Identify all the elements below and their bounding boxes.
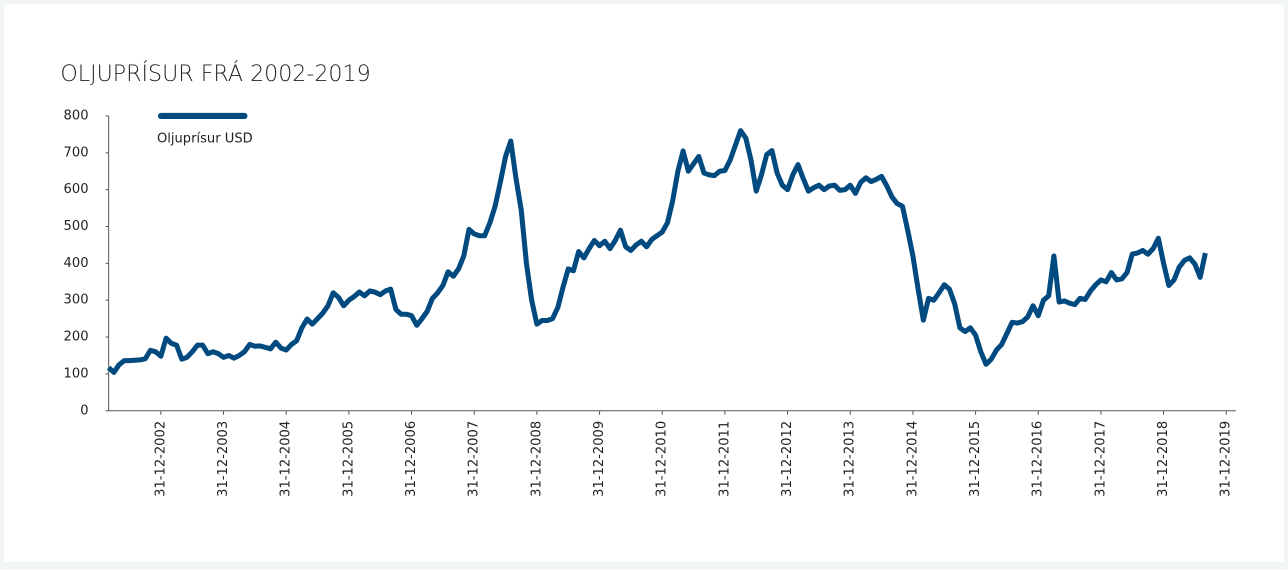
chart-title: OLJUPRÍSUR FRÁ 2002-2019 bbox=[60, 59, 370, 87]
y-tick-label: 800 bbox=[64, 108, 89, 123]
chart: OLJUPRÍSUR FRÁ 2002-2019 0 100 200 300 400 50… bbox=[60, 59, 1236, 497]
card: OLJUPRÍSUR FRÁ 2002-2019 0 100 200 300 400 50… bbox=[4, 4, 1284, 562]
x-tick-label: 31-12-2015 bbox=[968, 421, 983, 497]
legend-label: Oljuprísur USD bbox=[157, 132, 253, 147]
data-line bbox=[106, 128, 1208, 375]
x-tick-label: 31-12-2005 bbox=[341, 421, 356, 497]
y-tick-label: 500 bbox=[64, 219, 89, 234]
x-tick-label: 31-12-2008 bbox=[529, 421, 544, 497]
x-tick-label: 31-12-2018 bbox=[1156, 421, 1171, 497]
y-tick-label: 600 bbox=[64, 182, 89, 197]
x-tick-label: 31-12-2002 bbox=[153, 421, 168, 497]
x-tick-label: 31-12-2017 bbox=[1093, 421, 1108, 497]
x-tick-label: 31-12-2009 bbox=[592, 421, 607, 497]
x-tick-label: 31-12-2014 bbox=[905, 421, 920, 497]
x-tick-label: 31-12-2006 bbox=[404, 421, 419, 497]
y-tick-label: 300 bbox=[64, 293, 89, 308]
y-tick-label: 0 bbox=[80, 403, 88, 418]
x-tick-label: 31-12-2007 bbox=[467, 421, 482, 497]
y-tick-label: 700 bbox=[64, 145, 89, 160]
x-tick-label: 31-12-2016 bbox=[1031, 421, 1046, 497]
x-tick-label: 31-12-2004 bbox=[279, 421, 294, 497]
y-tick-label: 100 bbox=[64, 366, 89, 381]
x-tick-label: 31-12-2019 bbox=[1219, 421, 1234, 497]
x-tick-label: 31-12-2013 bbox=[843, 421, 858, 497]
x-tick-label: 31-12-2003 bbox=[216, 421, 231, 497]
y-tick-label: 400 bbox=[64, 256, 89, 271]
x-tick-label: 31-12-2010 bbox=[655, 421, 670, 497]
y-tick-label: 200 bbox=[64, 330, 89, 345]
x-tick-label: 31-12-2012 bbox=[780, 421, 795, 497]
x-tick-label: 31-12-2011 bbox=[717, 421, 732, 497]
